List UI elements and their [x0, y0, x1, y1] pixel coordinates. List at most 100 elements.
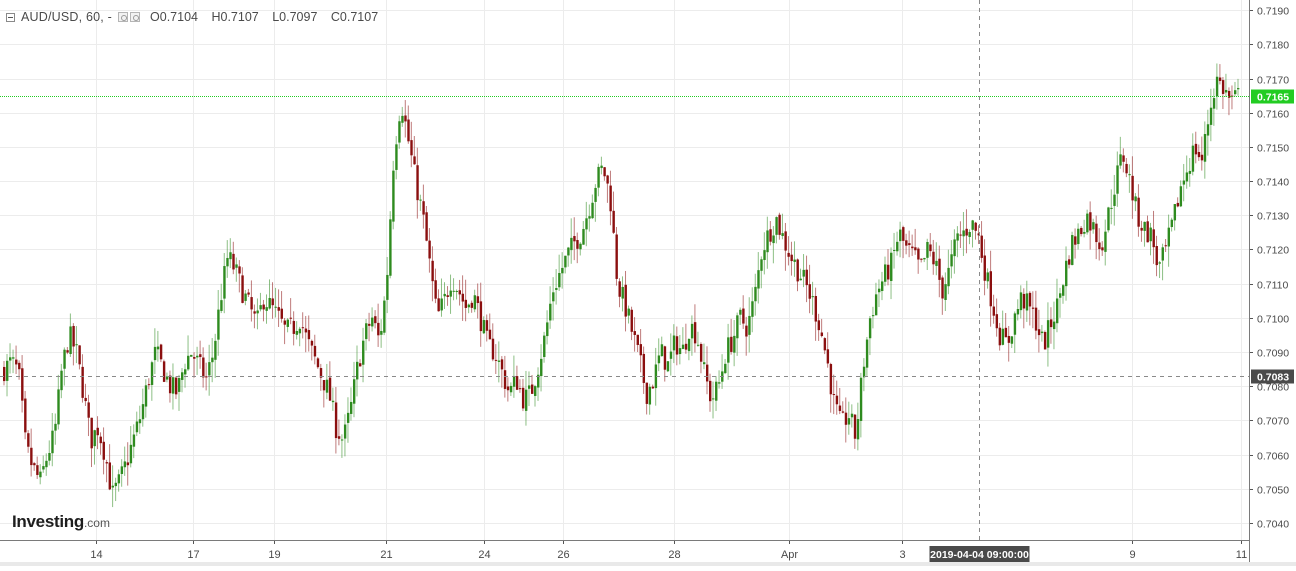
candle [190, 354, 193, 357]
candle-body [334, 402, 338, 439]
candle-body [39, 471, 42, 478]
collapse-icon[interactable] [6, 12, 15, 22]
settings-icon[interactable] [130, 12, 141, 22]
candle [537, 367, 540, 401]
candle [944, 272, 947, 312]
candle-body [639, 344, 643, 356]
candle-body [543, 335, 546, 358]
candle-body [1095, 223, 1098, 243]
candle-body [202, 357, 205, 378]
candle-body [862, 366, 866, 378]
candle-body [856, 419, 860, 440]
candle [1122, 148, 1125, 173]
candle [829, 362, 833, 413]
candles [3, 63, 1240, 508]
candle [896, 231, 899, 256]
candle [624, 270, 627, 332]
candle-body [72, 325, 75, 347]
candle [226, 240, 229, 278]
y-tick-label: 0.7100 [1257, 314, 1289, 326]
candle-body [1113, 194, 1116, 206]
candle [449, 274, 452, 314]
candle [217, 290, 220, 356]
candle [835, 380, 839, 415]
candle [757, 252, 760, 304]
candle-body [105, 462, 108, 464]
candle-body [343, 424, 347, 439]
candle [832, 374, 836, 415]
candle-body [1209, 107, 1213, 125]
candle [413, 135, 416, 166]
candle-body [171, 377, 175, 394]
candle-body [75, 344, 78, 346]
candle-body [141, 404, 145, 420]
candle [567, 246, 570, 267]
candle [9, 343, 12, 374]
candle [609, 170, 612, 226]
candle [763, 232, 766, 275]
candle [751, 287, 754, 333]
candle [1134, 193, 1137, 212]
candle [989, 250, 992, 327]
candle-body [404, 115, 407, 122]
candle-body [621, 286, 624, 299]
candle [666, 361, 670, 373]
candle [410, 121, 413, 168]
candle [1055, 278, 1059, 333]
candle-body [690, 323, 694, 339]
candle [1173, 204, 1177, 231]
candle-body [256, 310, 259, 314]
candle-body [473, 295, 477, 310]
candle-body [470, 302, 474, 308]
candle [784, 222, 787, 271]
candle-body [316, 358, 320, 368]
candle-body [1119, 154, 1122, 166]
candle [555, 269, 558, 305]
candle [247, 288, 250, 297]
candle [283, 317, 286, 345]
candle-body [1188, 170, 1192, 174]
candle-body [1149, 227, 1152, 242]
candle-body [325, 379, 329, 393]
candle-body [12, 357, 15, 359]
candle [1071, 231, 1074, 266]
candle [1212, 88, 1216, 126]
candle-body [488, 329, 492, 340]
candle-body [359, 363, 362, 367]
candle-body [681, 344, 685, 349]
candle [564, 255, 567, 274]
candle [654, 347, 658, 406]
candle-body [1224, 89, 1228, 93]
bottom-scrollbar[interactable] [0, 562, 1296, 566]
candle [159, 343, 163, 363]
y-tick-label: 0.7060 [1257, 451, 1289, 463]
candle-body [663, 346, 667, 370]
candle-body [84, 397, 87, 402]
candle-body [609, 185, 612, 212]
candle-body [1176, 202, 1180, 207]
candle [905, 233, 908, 255]
candle [506, 377, 510, 402]
candle-body [772, 235, 775, 244]
candle [1155, 235, 1158, 277]
candle-body [594, 187, 597, 202]
candle [1046, 302, 1050, 367]
candle [223, 253, 226, 314]
candle [464, 279, 468, 322]
candle-body [944, 284, 947, 300]
candle [334, 386, 338, 454]
candle [1191, 133, 1195, 176]
low-label: L [272, 10, 280, 24]
candle [980, 221, 983, 263]
candle [847, 401, 851, 435]
candle [96, 416, 99, 450]
candle-body [45, 460, 48, 468]
candle [663, 345, 667, 382]
visibility-icon[interactable] [118, 12, 129, 22]
candle-body [684, 343, 688, 350]
candle [365, 319, 368, 351]
candle [1065, 246, 1068, 301]
